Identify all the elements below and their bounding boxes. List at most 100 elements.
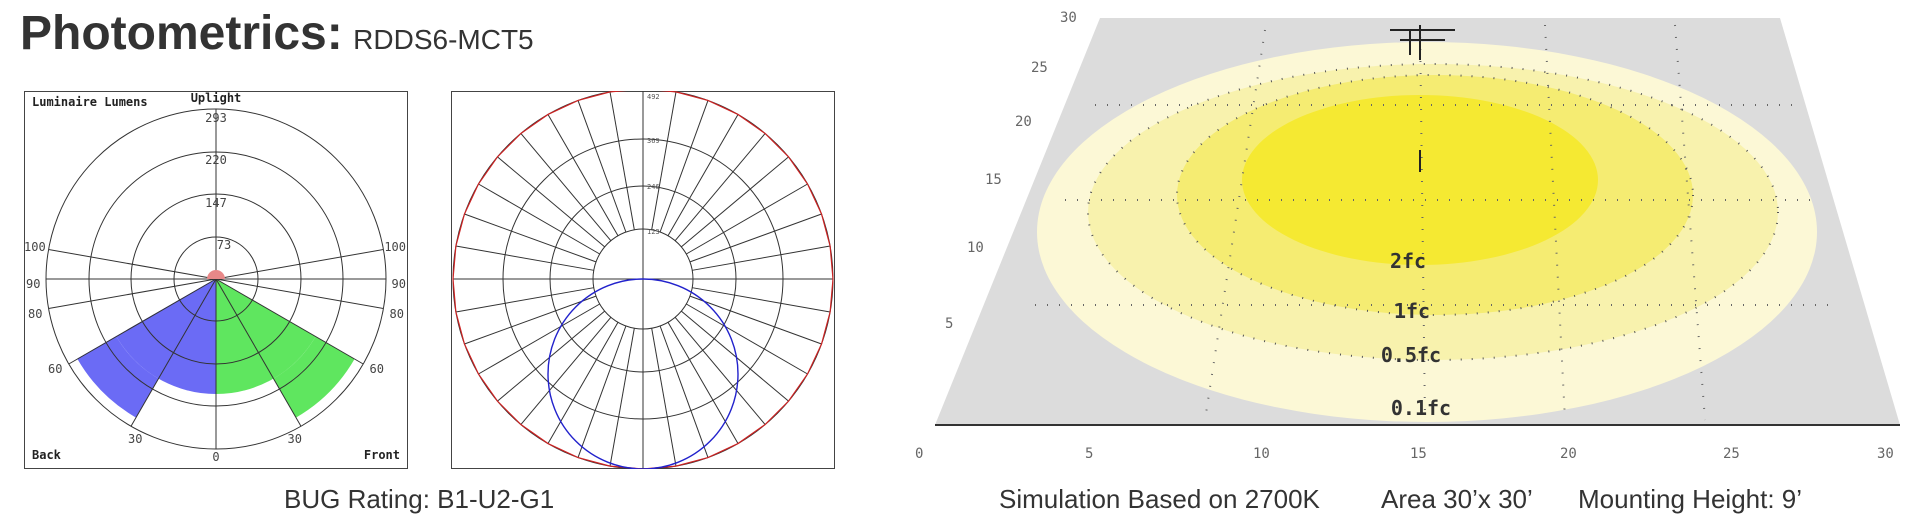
angle-label-80-right: 80 <box>390 307 404 321</box>
bug-rating-chart: Luminaire Lumens Uplight Back Front 293 … <box>24 91 408 469</box>
angle-label-80-left: 80 <box>28 307 42 321</box>
title-heading: Photometrics: <box>20 7 343 60</box>
polar-ray <box>577 100 627 233</box>
bug-ray <box>215 278 302 427</box>
back-low-zone <box>116 279 216 394</box>
polar-ray <box>659 325 709 458</box>
contour-2fc <box>1242 95 1598 265</box>
polar-ray <box>674 133 766 242</box>
polar-ray <box>478 303 600 375</box>
polar-candela-chart: 492 369 246 123 <box>451 91 835 469</box>
polar-ray <box>547 114 619 236</box>
polar-ray <box>686 303 808 375</box>
bug-rating-caption: BUG Rating: B1-U2-G1 <box>284 484 555 514</box>
polar-ray <box>674 316 766 425</box>
y-tick-30: 30 <box>1060 10 1077 26</box>
ring-label-220: 220 <box>205 153 227 167</box>
polar-ray <box>651 91 677 230</box>
isofootcandle-plot: 30 25 20 15 10 5 0 5 10 15 20 25 30 2fc … <box>915 10 1900 462</box>
bug-ray <box>130 278 217 427</box>
candela-distribution-curve <box>547 278 739 469</box>
polar-ray <box>692 287 831 313</box>
polar-ray <box>692 245 831 271</box>
polar-ray <box>497 156 606 248</box>
polar-ring-label-369: 369 <box>647 137 660 145</box>
ring-label-293: 293 <box>205 111 227 125</box>
angle-label-100-right: 100 <box>384 240 406 254</box>
angle-label-90-left: 90 <box>26 277 40 291</box>
ring-label-73: 73 <box>217 238 231 252</box>
angle-label-30-right: 30 <box>288 432 302 446</box>
polar-ray <box>478 183 600 255</box>
bug-ray <box>68 278 217 365</box>
luminaire-lumens-label: Luminaire Lumens <box>32 95 148 109</box>
mounting-height-caption: Mounting Height: 9’ <box>1578 484 1803 514</box>
back-label: Back <box>32 448 62 462</box>
polar-ray <box>651 328 677 467</box>
bug-ray <box>48 278 217 310</box>
y-tick-5: 5 <box>945 316 953 332</box>
grid-dots <box>1035 24 1835 421</box>
contour-group <box>1037 42 1817 422</box>
polar-ray <box>455 245 594 271</box>
bug-ray <box>215 278 364 365</box>
x-tick-20: 20 <box>1560 446 1577 462</box>
x-tick-0: 0 <box>915 446 923 462</box>
contour-label-2fc: 2fc <box>1390 249 1426 273</box>
polar-ray <box>577 325 627 458</box>
contour-label-1fc: 1fc <box>1394 299 1430 323</box>
polar-ray <box>464 213 597 263</box>
bug-ray <box>48 248 217 280</box>
x-tick-5: 5 <box>1085 446 1093 462</box>
polar-ray <box>689 213 822 263</box>
polar-ray <box>680 310 789 402</box>
polar-ray <box>609 91 635 230</box>
polar-ray <box>667 322 739 444</box>
x-tick-30: 30 <box>1877 446 1894 462</box>
polar-outline-curve <box>452 91 834 469</box>
polar-ray <box>609 328 635 467</box>
y-tick-20: 20 <box>1015 114 1032 130</box>
angle-label-60-left: 60 <box>48 362 62 376</box>
polar-ray <box>455 287 594 313</box>
polar-ray <box>497 310 606 402</box>
ring-label-147: 147 <box>205 196 227 210</box>
polar-ray <box>547 322 619 444</box>
y-tick-15: 15 <box>985 172 1002 188</box>
polar-ray <box>689 295 822 345</box>
polar-ray <box>667 114 739 236</box>
front-high-zone <box>273 336 355 418</box>
angle-label-0: 0 <box>212 450 219 464</box>
uplight-label: Uplight <box>191 91 242 105</box>
polar-ray <box>520 133 612 242</box>
contour-label-0-5fc: 0.5fc <box>1381 343 1441 367</box>
angle-label-30-left: 30 <box>128 432 142 446</box>
angle-label-90-right: 90 <box>392 277 406 291</box>
x-tick-10: 10 <box>1253 446 1270 462</box>
polar-ring-label-492: 492 <box>647 93 660 101</box>
polar-ray <box>520 316 612 425</box>
front-low-zone <box>216 279 316 394</box>
x-tick-15: 15 <box>1410 446 1427 462</box>
uplight-zone <box>207 270 225 279</box>
polar-ray <box>680 156 789 248</box>
angle-label-100-left: 100 <box>24 240 46 254</box>
polar-ring-label-246: 246 <box>647 183 660 191</box>
polar-ray <box>464 295 597 345</box>
front-label: Front <box>364 448 400 462</box>
simulation-caption: Simulation Based on 2700K <box>999 484 1320 514</box>
back-high-zone <box>77 336 159 418</box>
area-caption: Area 30’x 30’ <box>1381 484 1533 514</box>
page-title: Photometrics: RDDS6-MCT5 <box>20 6 534 61</box>
bug-ray <box>215 248 384 280</box>
model-number: RDDS6-MCT5 <box>353 24 534 55</box>
polar-ray <box>659 100 709 233</box>
x-tick-25: 25 <box>1723 446 1740 462</box>
polar-ray <box>686 183 808 255</box>
polar-ring-label-123: 123 <box>647 228 660 236</box>
angle-label-60-right: 60 <box>370 362 384 376</box>
y-tick-10: 10 <box>967 240 984 256</box>
contour-label-0-1fc: 0.1fc <box>1391 396 1451 420</box>
y-tick-25: 25 <box>1031 60 1048 76</box>
bug-ray <box>215 278 384 310</box>
